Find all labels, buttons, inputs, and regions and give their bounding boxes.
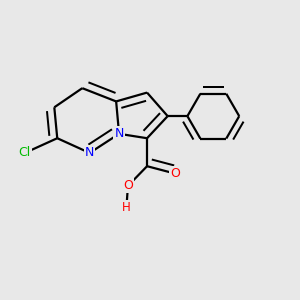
Text: N: N — [114, 127, 124, 140]
Text: O: O — [123, 179, 133, 192]
Text: O: O — [170, 167, 180, 180]
Text: H: H — [122, 201, 131, 214]
Text: N: N — [85, 146, 94, 159]
Text: Cl: Cl — [19, 146, 31, 159]
